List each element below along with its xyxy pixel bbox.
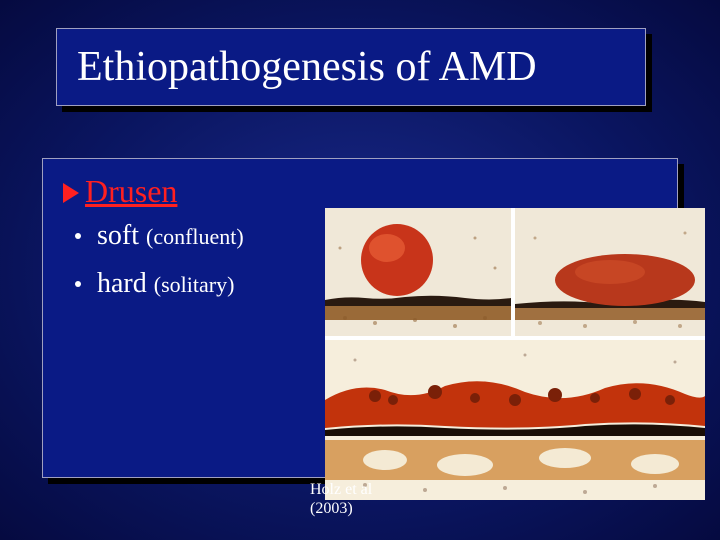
arrow-icon <box>63 183 79 203</box>
histology-panel-b <box>515 208 705 336</box>
bullet-sub-1: (solitary) <box>154 272 235 297</box>
citation-line2: (2003) <box>310 500 353 517</box>
histology-panel-c <box>325 340 705 500</box>
bullet-main-1: hard <box>97 268 147 299</box>
citation: Holz et al (2003) <box>310 480 372 518</box>
slide-title-box: Ethiopathogenesis of AMD <box>56 28 646 106</box>
slide-title: Ethiopathogenesis of AMD <box>77 43 537 91</box>
histology-panel-a <box>325 208 511 336</box>
bullet-dot-icon <box>75 233 81 239</box>
bullet-dot-icon <box>75 281 81 287</box>
bullet-sub-0: (confluent) <box>146 224 244 249</box>
section-heading-row: Drusen <box>63 173 657 210</box>
citation-line1: Holz et al <box>310 481 372 498</box>
histology-figure <box>325 208 705 500</box>
section-heading: Drusen <box>85 173 177 209</box>
bullet-main-0: soft <box>97 220 139 251</box>
